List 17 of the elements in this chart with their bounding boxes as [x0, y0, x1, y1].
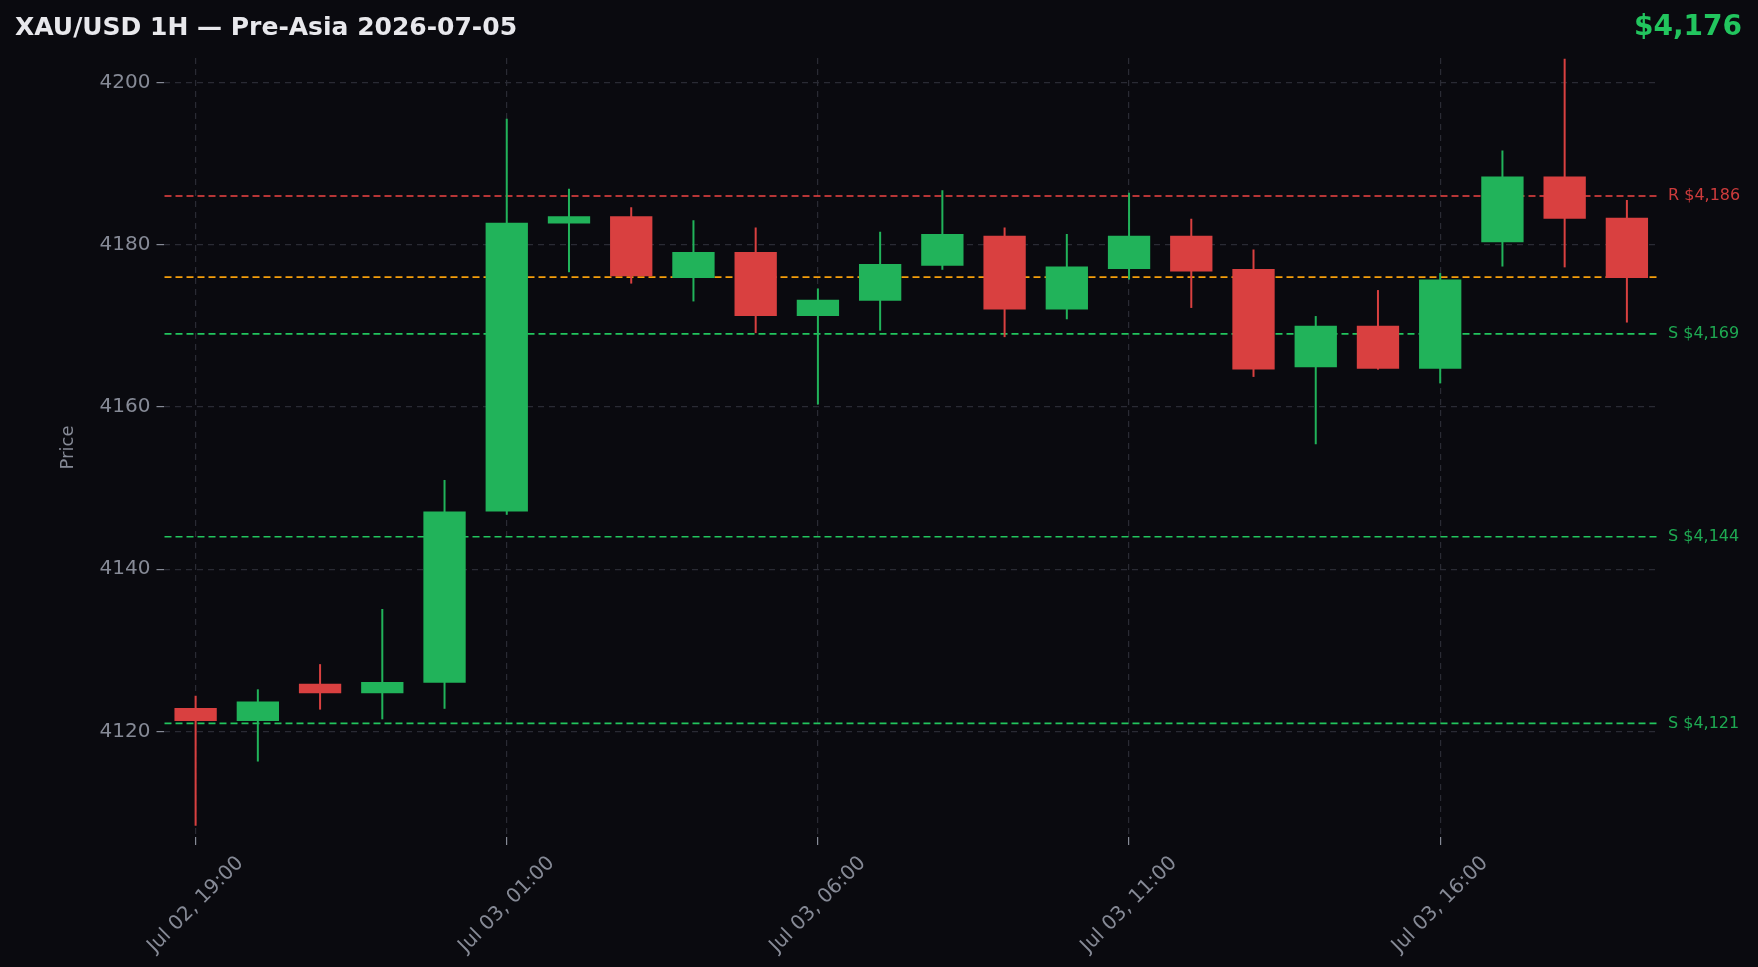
candlestick — [298, 663, 342, 711]
y-tick-label: 4140 — [99, 555, 151, 580]
ref-line-label: S $4,169 — [1668, 323, 1740, 343]
ref-line-label: R $4,186 — [1668, 185, 1741, 205]
y-tick-label: 4160 — [99, 393, 151, 418]
candlestick — [547, 187, 591, 274]
candlestick — [174, 694, 217, 827]
y-tick-label: 4180 — [99, 230, 151, 255]
text: $4,176 — [1633, 9, 1742, 43]
ref-line-label: S $4,144 — [1668, 525, 1740, 545]
y-axis-title: Price — [56, 425, 78, 470]
chart-title: XAU/USD 1H — Pre-Asia 2026-07-05 — [15, 11, 518, 41]
y-tick-label: 4120 — [99, 717, 151, 742]
candlestick — [361, 607, 404, 721]
y-tick-label: 4200 — [99, 68, 151, 93]
candlestick — [796, 287, 840, 406]
ref-line-label: S $4,121 — [1668, 712, 1740, 732]
